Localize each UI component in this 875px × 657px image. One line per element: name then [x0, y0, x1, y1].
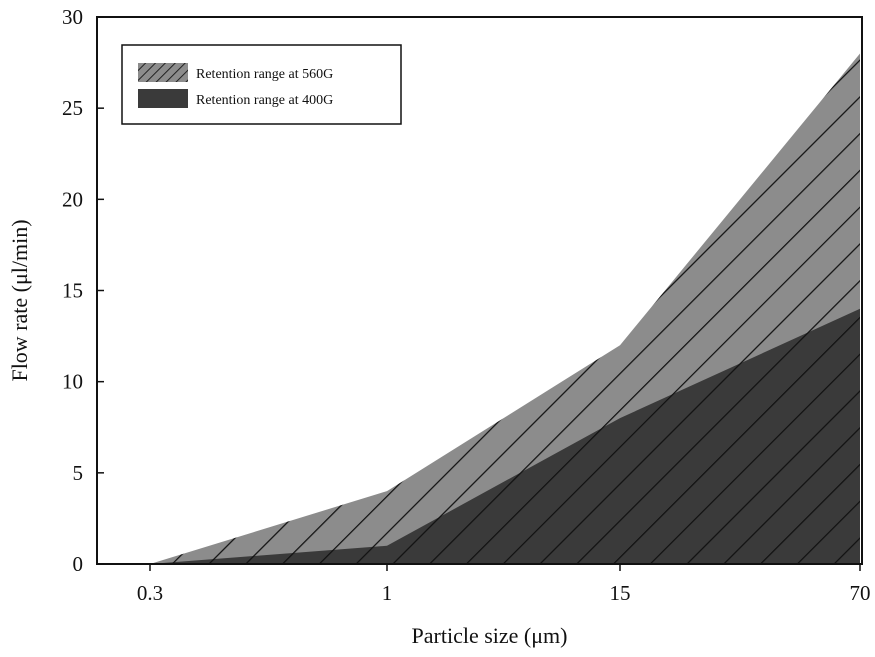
plot-areas: [150, 53, 860, 564]
y-tick-label: 30: [62, 5, 83, 29]
legend-label-560g: Retention range at 560G: [196, 67, 333, 82]
legend: Retention range at 560G Retention range a…: [121, 44, 402, 125]
x-tick-label: 1: [382, 581, 393, 605]
legend-label-400g: Retention range at 400G: [196, 93, 333, 108]
y-axis: 0 5 10 15 20 25 30: [62, 5, 104, 576]
legend-swatch-560g-hatch: [138, 63, 188, 82]
x-axis: 0.3 1 15 70: [137, 564, 871, 605]
y-tick-label: 20: [62, 187, 83, 211]
x-tick-label: 15: [610, 581, 631, 605]
x-tick-label: 70: [850, 581, 871, 605]
y-axis-title: Flow rate (μl/min): [7, 219, 32, 381]
x-tick-label: 0.3: [137, 581, 163, 605]
y-tick-label: 15: [62, 279, 83, 303]
x-axis-title: Particle size (μm): [412, 623, 568, 648]
y-tick-label: 5: [73, 461, 84, 485]
y-tick-label: 10: [62, 370, 83, 394]
legend-swatch-400g: [138, 89, 188, 108]
area-560g-hatch: [150, 53, 860, 564]
y-tick-label: 25: [62, 96, 83, 120]
y-tick-label: 0: [73, 552, 84, 576]
legend-box: [121, 44, 402, 125]
